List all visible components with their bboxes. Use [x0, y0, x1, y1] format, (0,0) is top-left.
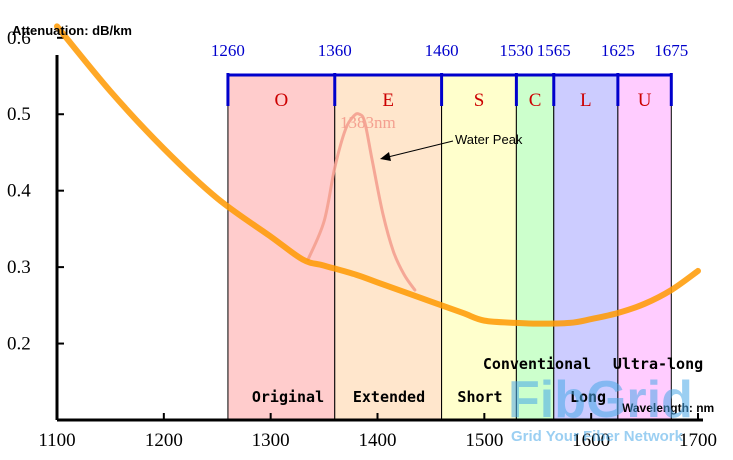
axis-ticks: 1100 1200 1300 1400 1500 1600 1700 0.2 0.3 0.4 0.5…	[7, 28, 717, 451]
attenuation-curve	[54, 23, 701, 327]
peak-wavelength-label: 1383nm	[340, 113, 396, 132]
watermark-logo: FibGrid	[508, 371, 693, 429]
x-tick-label: 1100	[38, 430, 75, 451]
x-tick-label: 1500	[465, 430, 503, 451]
water-peak-label: Water Peak	[455, 132, 523, 147]
band-letter-u: U	[638, 90, 652, 111]
band-boundary-label: 1565	[537, 41, 571, 60]
water-peak-arrow-head	[380, 152, 391, 161]
y-tick-label: 0.4	[7, 181, 31, 202]
water-peak-curve	[306, 112, 417, 292]
x-tick-label: 1300	[252, 430, 290, 451]
band-regions: O E S C L U Original Extended Short Conventional L…	[211, 41, 703, 421]
band-boundary-label: 1260	[211, 41, 245, 60]
x-tick-label: 1400	[359, 430, 397, 451]
annotations: Attenuation: dB/km Wavelength: nm 1383nm…	[12, 23, 714, 415]
x-tick-label: 1600	[572, 430, 610, 451]
band-boundary-label: 1460	[425, 41, 459, 60]
x-tick-label: 1700	[679, 430, 717, 451]
band-boundary-label: 1625	[601, 41, 635, 60]
band-boundary-label: 1530	[499, 41, 533, 60]
band-name-e: Extended	[353, 388, 425, 406]
x-tick-label: 1200	[145, 430, 183, 451]
band-region-c	[515, 74, 555, 421]
attenuation-curve-layer	[54, 23, 701, 327]
band-name-u: Ultra-long	[613, 355, 703, 373]
x-axis-title: Wavelength: nm	[622, 401, 714, 415]
y-tick-label: 0.2	[7, 334, 31, 355]
y-tick-label: 0.6	[7, 28, 31, 49]
band-letter-s: S	[474, 90, 485, 111]
band-name-c: Conventional	[483, 355, 591, 373]
band-boundary-label: 1675	[654, 41, 688, 60]
band-letter-o: O	[274, 90, 288, 111]
y-tick-label: 0.3	[7, 257, 31, 278]
watermark-tagline: Grid Your Fiber Network	[511, 428, 684, 445]
watermark: FibGrid Grid Your Fiber Network	[508, 371, 693, 445]
water-peak-arrow-line	[387, 140, 454, 158]
y-tick-label: 0.5	[7, 104, 31, 125]
band-letter-l: L	[580, 90, 592, 111]
band-name-s: Short	[457, 388, 502, 406]
band-region-e	[334, 74, 443, 421]
band-region-u	[617, 74, 672, 421]
y-axis-title: Attenuation: dB/km	[12, 23, 132, 38]
band-boundary-label: 1360	[318, 41, 352, 60]
band-letter-c: C	[529, 90, 542, 111]
band-region-l	[553, 74, 619, 421]
band-name-o: Original	[252, 388, 324, 406]
band-name-l: Long	[570, 388, 606, 406]
band-letter-e: E	[382, 90, 394, 111]
